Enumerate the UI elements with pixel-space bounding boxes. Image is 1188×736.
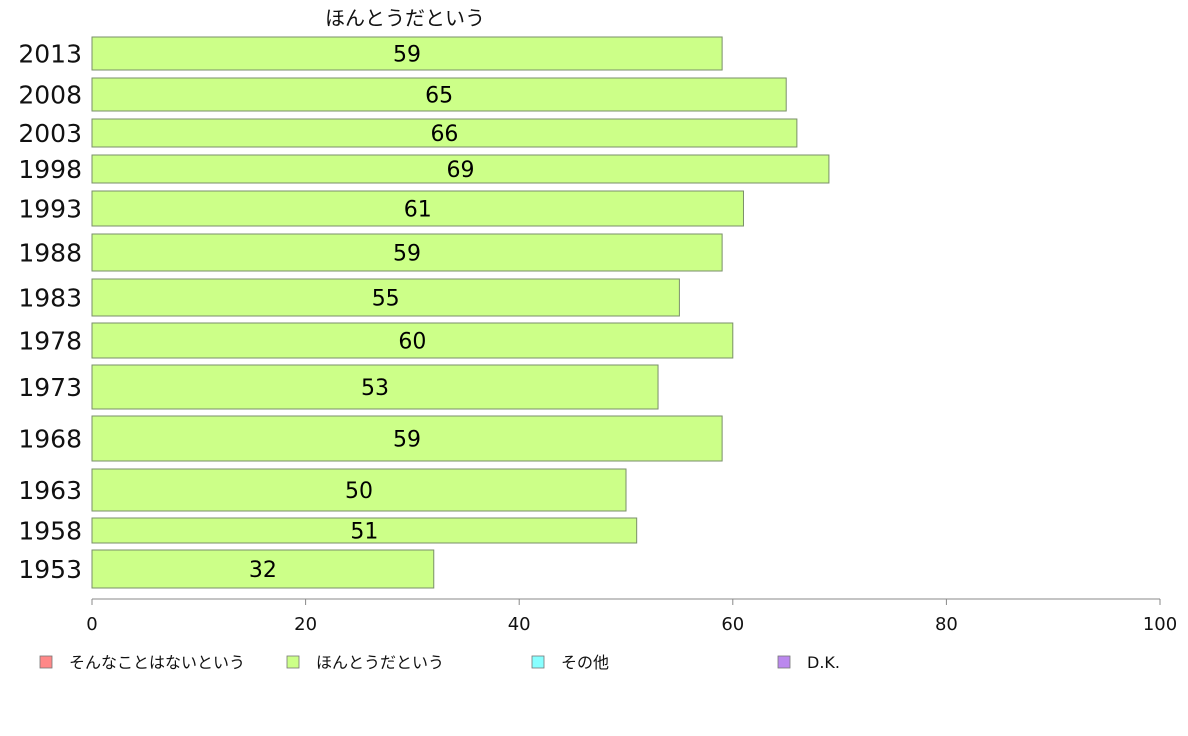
- legend-swatch: [777, 655, 791, 669]
- data-label: 61: [404, 198, 432, 223]
- data-label: 65: [425, 84, 453, 109]
- category-label: 1963: [18, 476, 82, 505]
- data-label: 51: [350, 520, 378, 545]
- bar: [91, 468, 627, 512]
- bar: [91, 415, 723, 462]
- legend-label: そんなことはないという: [69, 653, 245, 672]
- data-label: 59: [393, 242, 421, 267]
- bar: [91, 517, 638, 544]
- category-label: 2008: [18, 81, 82, 110]
- bar: [91, 278, 680, 317]
- category-label: 1983: [18, 284, 82, 313]
- data-label: 60: [398, 330, 426, 355]
- legend: そんなことはないという ほんとうだという その他 D.K.: [39, 653, 840, 672]
- bar: [91, 77, 787, 112]
- data-label: 53: [361, 376, 389, 401]
- bar: [91, 549, 435, 589]
- category-label: 1973: [18, 373, 82, 402]
- x-tick-label: 40: [508, 614, 531, 635]
- category-label: 1953: [18, 555, 82, 584]
- x-tick-label: 20: [294, 614, 317, 635]
- x-axis: 0 20 40 60 80 100: [86, 598, 1177, 635]
- category-label: 1998: [18, 155, 82, 184]
- bar: [91, 364, 659, 410]
- x-tick-label: 80: [935, 614, 958, 635]
- bar: [91, 233, 723, 272]
- bar: [91, 190, 744, 227]
- legend-swatch: [39, 655, 53, 669]
- category-label: 1993: [18, 195, 82, 224]
- category-label: 1968: [18, 425, 82, 454]
- category-label: 1958: [18, 517, 82, 546]
- x-tick-label: 0: [86, 614, 97, 635]
- bar: [91, 118, 798, 148]
- legend-label: ほんとうだという: [316, 653, 444, 672]
- legend-label: その他: [561, 653, 609, 672]
- legend-item: そんなことはないという: [39, 653, 245, 672]
- x-tick-label: 100: [1143, 614, 1177, 635]
- bars-group: 2013 59 2008 65 2003 66 1998 69 1993 61 1988 59 1983…: [18, 36, 830, 589]
- data-label: 59: [393, 428, 421, 453]
- data-label: 59: [393, 43, 421, 68]
- category-label: 1978: [18, 327, 82, 356]
- legend-item: D.K.: [777, 653, 840, 672]
- data-label: 55: [372, 287, 400, 312]
- data-label: 66: [430, 122, 458, 147]
- bar: [91, 36, 723, 71]
- category-label: 1988: [18, 239, 82, 268]
- data-label: 32: [249, 558, 277, 583]
- legend-label: D.K.: [807, 653, 840, 672]
- bar: [91, 322, 734, 359]
- x-tick-label: 60: [721, 614, 744, 635]
- legend-item: ほんとうだという: [286, 653, 444, 672]
- bar: [91, 154, 830, 184]
- series-title: ほんとうだという: [325, 6, 485, 30]
- category-label: 2003: [18, 119, 82, 148]
- category-label: 2013: [18, 40, 82, 69]
- legend-item: その他: [531, 653, 609, 672]
- legend-swatch: [531, 655, 545, 669]
- data-label: 69: [446, 158, 474, 183]
- data-label: 50: [345, 479, 373, 504]
- legend-swatch: [286, 655, 300, 669]
